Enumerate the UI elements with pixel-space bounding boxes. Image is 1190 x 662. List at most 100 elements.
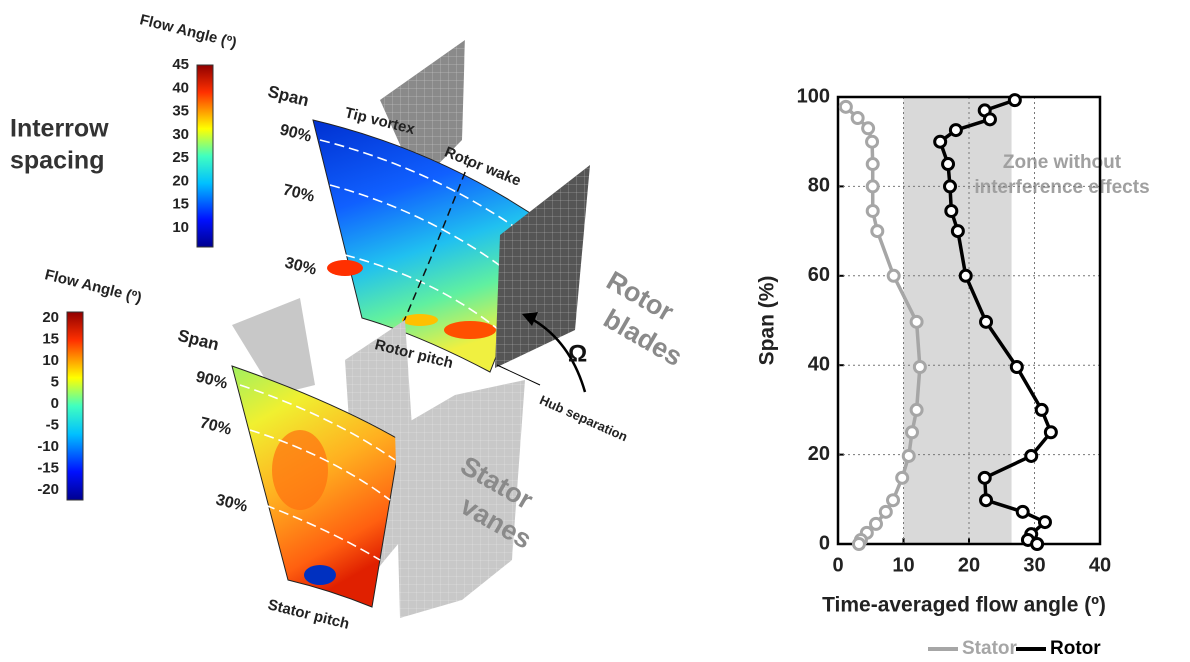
data-point <box>1024 448 1039 463</box>
data-point <box>979 493 994 508</box>
spacing-label: Interrow <box>10 115 109 143</box>
data-point <box>941 157 956 172</box>
colorbar-tick-label: 40 <box>172 79 189 96</box>
data-point <box>977 470 992 485</box>
data-point <box>861 121 876 136</box>
data-point <box>912 359 927 374</box>
data-point <box>878 504 893 519</box>
span-label: Span <box>176 326 221 354</box>
plot-frame <box>836 95 1102 546</box>
data-point <box>1034 402 1049 417</box>
y-tick-label: 100 <box>797 85 830 107</box>
data-point <box>958 268 973 283</box>
colorbar-tick-label: 45 <box>172 56 189 73</box>
y-tick-label: 20 <box>808 443 830 465</box>
series-line <box>938 98 1053 546</box>
span-mark: 70% <box>281 181 316 205</box>
colorbar-tick-label: 25 <box>172 149 189 166</box>
leader-line <box>496 364 541 386</box>
zone-label: Zone without <box>1003 152 1122 173</box>
data-point <box>948 123 963 138</box>
x-tick-label: 10 <box>892 554 914 576</box>
span-mark: 90% <box>278 121 313 145</box>
colorbar-tick-label: 10 <box>42 352 59 369</box>
annotation: Hub separation <box>537 392 630 444</box>
data-point <box>944 203 959 218</box>
data-point <box>850 111 865 126</box>
span-mark: 30% <box>283 254 318 278</box>
colorbar-tick-label: 0 <box>51 395 59 412</box>
colorbar-tick-label: 10 <box>172 219 189 236</box>
x-axis-title: Time-averaged flow angle (º) <box>822 594 1106 617</box>
contour-spot <box>444 321 496 339</box>
legend-label: Stator <box>962 638 1018 659</box>
illustration <box>66 40 590 618</box>
span-mark: 30% <box>214 491 249 515</box>
span-mark: 90% <box>194 368 229 392</box>
data-point <box>870 224 885 239</box>
data-point <box>933 134 948 149</box>
colorbar <box>196 64 214 248</box>
contour-spot <box>272 430 328 510</box>
spacing-label: spacing <box>10 147 104 175</box>
y-tick-label: 60 <box>808 264 830 286</box>
stator-vane <box>232 298 315 395</box>
span-line <box>239 384 396 561</box>
data-point <box>886 493 901 508</box>
colorbar-tick-label: 20 <box>172 172 189 189</box>
annotation: Stator pitch <box>266 596 351 633</box>
data-point <box>905 425 920 440</box>
contour-spot <box>304 565 336 585</box>
rotation-arrow <box>529 316 587 393</box>
data-point <box>851 537 866 551</box>
data-point <box>909 314 924 329</box>
y-tick-label: 40 <box>808 353 830 375</box>
data-point <box>868 516 883 531</box>
blade-mesh <box>380 40 465 185</box>
colorbar-tick-label: 15 <box>172 196 189 213</box>
colorbar-tick-label: -5 <box>46 416 59 433</box>
legend-label: Rotor <box>1050 638 1101 659</box>
data-point <box>1037 515 1052 530</box>
data-point <box>1030 537 1045 551</box>
data-point <box>1009 359 1024 374</box>
colorbar-title: Flow Angle (º) <box>43 266 143 306</box>
colorbar-tick-label: 35 <box>172 103 189 120</box>
contour-spot <box>402 314 438 326</box>
contour-spot <box>327 260 363 276</box>
colorbar-tick-label: -20 <box>37 481 59 498</box>
data-point <box>979 314 994 329</box>
colorbar <box>66 311 84 501</box>
x-tick-label: 20 <box>958 554 980 576</box>
zone-label: interference effects <box>974 177 1149 198</box>
data-point <box>909 402 924 417</box>
y-axis-title: Span (%) <box>756 276 779 366</box>
colorbar-tick-label: -10 <box>37 438 59 455</box>
blade-mesh <box>495 165 590 368</box>
data-point <box>1043 425 1058 440</box>
span-mark: 70% <box>198 414 233 438</box>
colorbar-tick-label: 15 <box>42 330 59 347</box>
data-point <box>838 99 853 114</box>
x-tick-label: 0 <box>832 554 843 576</box>
colorbar-tick-label: 5 <box>51 373 59 390</box>
x-tick-label: 40 <box>1089 554 1111 576</box>
data-point <box>865 157 880 172</box>
data-point <box>886 268 901 283</box>
arrow-head <box>522 312 538 326</box>
colorbar-tick-label: 20 <box>42 309 59 326</box>
data-point <box>950 224 965 239</box>
span-label: Span <box>266 82 311 110</box>
data-point <box>943 179 958 194</box>
y-tick-label: 0 <box>819 532 830 554</box>
colorbar-tick-label: -15 <box>37 459 59 476</box>
data-point <box>865 203 880 218</box>
data-point <box>1007 93 1022 108</box>
wake-line <box>397 159 471 336</box>
data-point <box>895 470 910 485</box>
colorbar-tick-label: 30 <box>172 126 189 143</box>
x-tick-label: 30 <box>1023 554 1045 576</box>
data-point <box>1015 504 1030 519</box>
data-point <box>982 112 997 127</box>
